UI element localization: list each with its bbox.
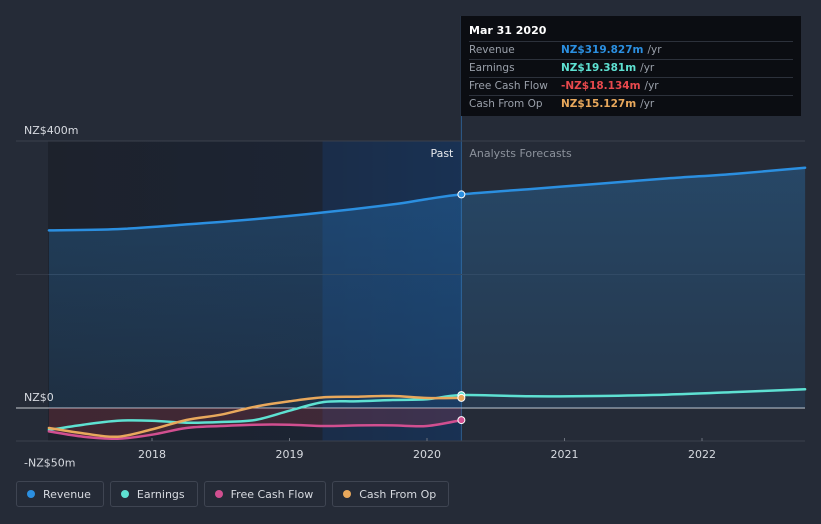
y-tick-label: -NZ$50m — [24, 456, 75, 469]
tooltip-label: Cash From Op — [469, 98, 543, 110]
legend: Revenue Earnings Free Cash Flow Cash Fro… — [16, 481, 450, 507]
legend-label: Free Cash Flow — [230, 487, 314, 501]
legend-dot-icon — [214, 490, 223, 498]
tooltip-label: Earnings — [469, 62, 515, 74]
tooltip: Mar 31 2020 Revenue NZ$319.827m /yr Earn… — [461, 16, 801, 116]
free-cash-flow-point — [457, 416, 466, 425]
tooltip-label: Revenue — [469, 44, 515, 56]
legend-item-earnings[interactable]: Earnings — [109, 481, 198, 507]
forecast-label: Analysts Forecasts — [469, 147, 572, 160]
tooltip-row-earnings: Earnings NZ$19.381m /yr — [469, 60, 793, 78]
tooltip-value: -NZ$18.134m — [561, 80, 641, 92]
legend-item-free-cash-flow[interactable]: Free Cash Flow — [203, 481, 327, 507]
tooltip-value: NZ$319.827m — [561, 44, 644, 56]
x-tick-label: 2022 — [688, 448, 716, 461]
legend-item-cash-from-op[interactable]: Cash From Op — [332, 481, 450, 507]
tooltip-label: Free Cash Flow — [469, 80, 548, 92]
revenue-point — [457, 190, 466, 199]
x-tick-label: 2020 — [413, 448, 441, 461]
legend-label: Cash From Op — [359, 487, 437, 501]
tooltip-unit: /yr — [647, 44, 662, 56]
legend-dot-icon — [120, 490, 129, 498]
cash-from-op-line — [47, 394, 463, 439]
y-tick-label: NZ$400m — [24, 124, 78, 137]
revenue-area — [48, 167, 806, 408]
legend-dot-icon — [27, 490, 35, 498]
tooltip-value: NZ$19.381m — [561, 62, 637, 74]
tooltip-row-cash-from-op: Cash From Op NZ$15.127m /yr — [469, 96, 793, 113]
tooltip-date: Mar 31 2020 — [469, 24, 793, 42]
x-tick-label: 2021 — [551, 448, 579, 461]
legend-label: Revenue — [43, 487, 91, 501]
tooltip-row-free-cash-flow: Free Cash Flow -NZ$18.134m /yr — [469, 78, 793, 96]
free-cash-flow-area — [48, 408, 462, 439]
cash-from-op-point — [457, 393, 466, 402]
x-tick-label: 2018 — [138, 448, 166, 461]
tooltip-value: NZ$15.127m — [561, 98, 637, 110]
y-tick-label: NZ$0 — [24, 391, 54, 404]
past-label: Past — [430, 147, 454, 160]
x-tick-label: 2019 — [276, 448, 304, 461]
tooltip-row-revenue: Revenue NZ$319.827m /yr — [469, 42, 793, 60]
earnings-line — [47, 388, 807, 432]
legend-item-revenue[interactable]: Revenue — [16, 481, 104, 507]
tooltip-unit: /yr — [640, 62, 655, 74]
legend-label: Earnings — [136, 487, 185, 501]
legend-dot-icon — [343, 490, 352, 498]
tooltip-unit: /yr — [640, 98, 655, 110]
revenue-line — [47, 166, 807, 232]
tooltip-unit: /yr — [644, 80, 659, 92]
free-cash-flow-line — [47, 418, 463, 440]
